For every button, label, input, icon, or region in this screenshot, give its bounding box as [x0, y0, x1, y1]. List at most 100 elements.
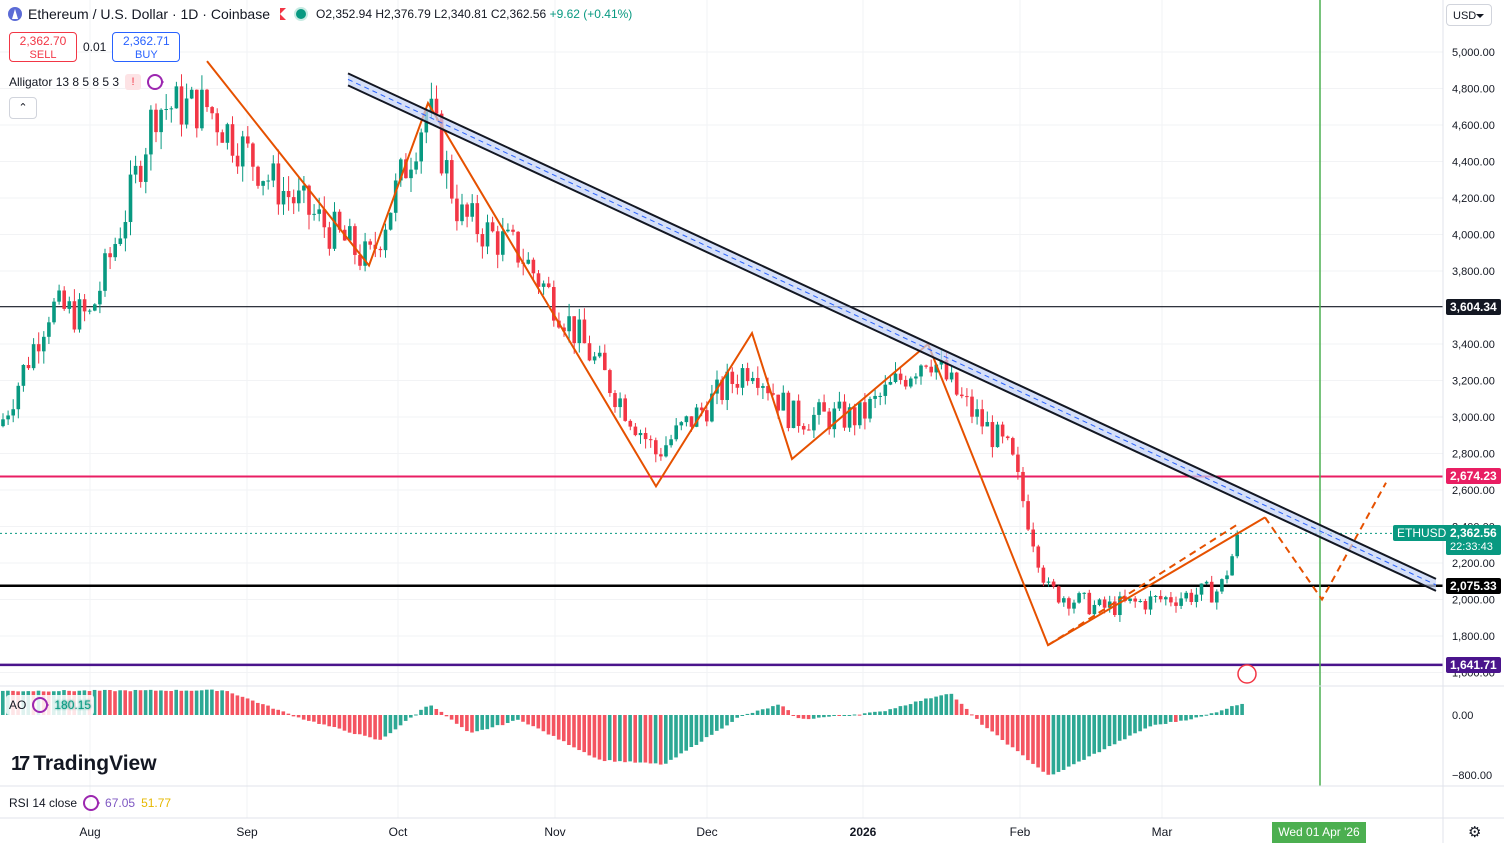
- candle-body: [1041, 567, 1046, 583]
- candle-body: [756, 377, 760, 388]
- candle-body: [215, 113, 219, 133]
- ao-bar: [725, 715, 729, 726]
- candle-body: [990, 422, 995, 448]
- candle-body: [929, 366, 933, 373]
- sell-button[interactable]: 2,362.70 SELL: [9, 32, 77, 62]
- candle-body: [725, 371, 729, 401]
- candle-body: [516, 231, 520, 263]
- ao-bar: [709, 715, 714, 735]
- ao-bar: [460, 715, 464, 728]
- candle-body: [903, 379, 908, 387]
- ao-bar: [1026, 715, 1030, 761]
- symbol-title[interactable]: Ethereum / U.S. Dollar · 1D · Coinbase: [28, 6, 270, 22]
- sync-icon[interactable]: [147, 74, 165, 90]
- ao-bar: [541, 715, 546, 732]
- candle-body: [297, 190, 301, 204]
- candle-body: [1062, 598, 1066, 603]
- candle-body: [1215, 591, 1219, 603]
- candle-body: [286, 191, 291, 198]
- buy-button[interactable]: 2,362.71 BUY: [112, 32, 181, 62]
- ao-bar: [307, 715, 311, 721]
- candle-body: [444, 160, 449, 174]
- ao-bar: [332, 715, 337, 728]
- ao-bar: [1092, 715, 1096, 754]
- candle-body: [1056, 586, 1061, 603]
- ao-value: 180.15: [54, 698, 92, 712]
- candle-body: [1000, 424, 1005, 437]
- ao-sync-icon[interactable]: [32, 697, 50, 713]
- current-price-label: 2,362.56 22:33:43: [1446, 525, 1501, 556]
- rsi-ma-value: 51.77: [141, 796, 172, 810]
- candle-body: [1209, 581, 1214, 603]
- ao-bar: [205, 689, 209, 715]
- candle-body: [511, 229, 515, 232]
- ao-bar: [511, 715, 515, 721]
- alligator-legend[interactable]: Alligator 13 8 5 8 5 3 !: [9, 74, 165, 90]
- ao-bar: [1148, 715, 1153, 727]
- candle-body: [536, 273, 541, 287]
- ao-bar: [1153, 715, 1158, 725]
- ao-bar: [1189, 715, 1193, 720]
- ao-bar: [801, 715, 806, 719]
- ao-bar: [781, 706, 785, 715]
- candle-body: [123, 222, 128, 239]
- currency-select[interactable]: USD: [1446, 4, 1492, 26]
- ao-bar: [143, 690, 148, 715]
- candle-body: [82, 299, 87, 312]
- red-level-price-label: 2,674.23: [1446, 468, 1501, 485]
- warning-icon[interactable]: !: [125, 74, 142, 90]
- price-tick-0: 5,000.00: [1452, 47, 1495, 59]
- time-label-oct: Oct: [389, 825, 408, 839]
- candle-body: [266, 180, 270, 182]
- collapse-legend-button[interactable]: ⌃: [9, 97, 37, 119]
- ao-bar: [766, 708, 770, 715]
- candle-body: [1005, 436, 1010, 439]
- ao-bar: [817, 715, 821, 718]
- candle-body: [995, 424, 1000, 448]
- ao-bar: [215, 691, 219, 715]
- ao-bar: [240, 696, 245, 715]
- ao-bar: [995, 715, 1000, 736]
- candle-body: [827, 411, 831, 430]
- candle-body: [934, 364, 939, 373]
- price-tick-1: 4,800.00: [1452, 84, 1495, 96]
- ao-bar: [118, 690, 122, 715]
- candle-body: [118, 238, 123, 245]
- candle-body: [664, 445, 668, 457]
- candle-body: [705, 410, 709, 422]
- candle-body: [1087, 592, 1092, 615]
- rsi-sync-icon[interactable]: [83, 795, 101, 811]
- ao-bar: [924, 698, 928, 715]
- ao-bar: [755, 710, 760, 715]
- ao-histogram: [1, 689, 1244, 775]
- ao-bar: [607, 715, 612, 761]
- ao-bar: [786, 710, 790, 715]
- candle-body: [450, 160, 454, 199]
- ao-bar: [189, 690, 194, 715]
- ao-bar: [1123, 715, 1127, 740]
- ao-bar: [261, 704, 265, 715]
- candle-body: [1164, 597, 1168, 600]
- candle-body: [404, 159, 408, 179]
- ao-bar: [138, 690, 143, 715]
- ao-legend[interactable]: AO 180.15: [6, 695, 95, 715]
- ao-bar: [169, 691, 173, 715]
- ao-bar: [1117, 715, 1122, 741]
- ao-bar: [750, 712, 755, 715]
- tradingview-logo[interactable]: 17 TradingView: [11, 752, 157, 776]
- candle-body: [791, 400, 796, 429]
- candle-body: [77, 299, 82, 330]
- candle-body: [638, 432, 643, 436]
- flag-icon[interactable]: [279, 8, 286, 20]
- candle-body: [108, 253, 112, 258]
- ao-bar: [628, 715, 632, 762]
- gear-icon[interactable]: ⚙: [1468, 824, 1482, 841]
- rsi-legend[interactable]: RSI 14 close 67.05 51.77: [9, 795, 171, 811]
- candle-body: [52, 301, 56, 323]
- ao-bar: [791, 715, 796, 716]
- candle-body: [679, 422, 684, 426]
- candle-body: [388, 212, 393, 230]
- candle-body: [1220, 579, 1224, 592]
- ao-bar: [199, 690, 204, 715]
